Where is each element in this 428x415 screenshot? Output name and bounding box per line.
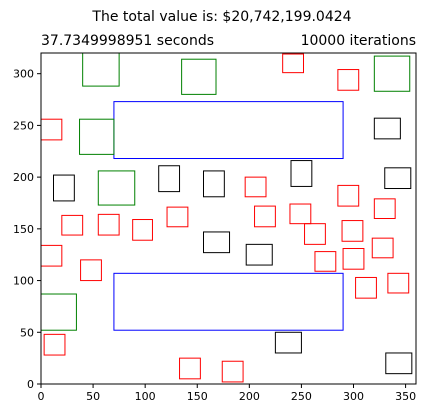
x-tick-label: 300 (343, 390, 364, 403)
x-tick-label: 200 (239, 390, 260, 403)
red-rectangle (221, 360, 244, 383)
green-rectangle (82, 53, 120, 87)
red-rectangle (254, 205, 276, 228)
red-rectangle (244, 176, 267, 198)
y-tick-label: 50 (20, 326, 34, 339)
rectangle-layer (41, 53, 413, 383)
red-rectangle (97, 213, 120, 236)
black-rectangle (385, 352, 413, 375)
red-rectangle (41, 118, 63, 141)
plot-frame (40, 52, 417, 385)
y-tick-label: 200 (13, 171, 34, 184)
y-tick-label: 250 (13, 119, 34, 132)
y-tick-label: 300 (13, 68, 34, 81)
green-rectangle (181, 58, 217, 95)
red-rectangle (179, 357, 201, 380)
black-rectangle (158, 165, 181, 193)
black-rectangle (203, 231, 231, 254)
red-rectangle (282, 53, 305, 74)
red-rectangle (337, 69, 360, 91)
black-rectangle (53, 174, 75, 202)
red-rectangle (337, 184, 360, 207)
x-tick-label: 0 (38, 390, 45, 403)
x-tick-label: 50 (86, 390, 100, 403)
x-tick-label: 150 (187, 390, 208, 403)
red-rectangle (373, 198, 396, 220)
red-rectangle (355, 276, 377, 299)
blue-rectangle (113, 272, 344, 331)
black-rectangle (373, 117, 401, 140)
red-rectangle (371, 237, 394, 259)
red-rectangle (43, 333, 66, 356)
y-tick-label: 100 (13, 275, 34, 288)
red-rectangle (387, 272, 410, 294)
chart-title: The total value is: $20,742,199.0424 (91, 9, 351, 25)
red-rectangle (166, 206, 189, 228)
red-rectangle (342, 248, 365, 270)
black-rectangle (384, 167, 412, 190)
green-rectangle (373, 55, 411, 92)
green-rectangle (79, 118, 115, 155)
red-rectangle (132, 219, 153, 241)
red-rectangle (289, 203, 312, 225)
black-rectangle (245, 243, 273, 266)
red-rectangle (41, 244, 63, 267)
green-rectangle (97, 170, 136, 206)
red-rectangle (304, 223, 326, 245)
chart-subtitle-left: 37.7349998951 seconds (41, 33, 214, 49)
black-rectangle (203, 170, 225, 198)
x-tick-label: 100 (135, 390, 156, 403)
y-tick-label: 150 (13, 223, 34, 236)
axes: 0 50 100 150 200 250 300 350 0 50 100 150 200 250 300 (13, 52, 417, 403)
red-rectangle (341, 220, 364, 242)
y-tick-label: 0 (27, 378, 34, 391)
black-rectangle (274, 331, 302, 354)
red-rectangle (80, 259, 102, 282)
x-tick-label: 250 (291, 390, 312, 403)
chart-subtitle-right: 10000 iterations (301, 33, 416, 49)
red-rectangle (61, 214, 84, 236)
green-rectangle (41, 293, 77, 331)
x-tick-label: 350 (395, 390, 416, 403)
red-rectangle (314, 251, 337, 272)
black-rectangle (290, 160, 313, 187)
